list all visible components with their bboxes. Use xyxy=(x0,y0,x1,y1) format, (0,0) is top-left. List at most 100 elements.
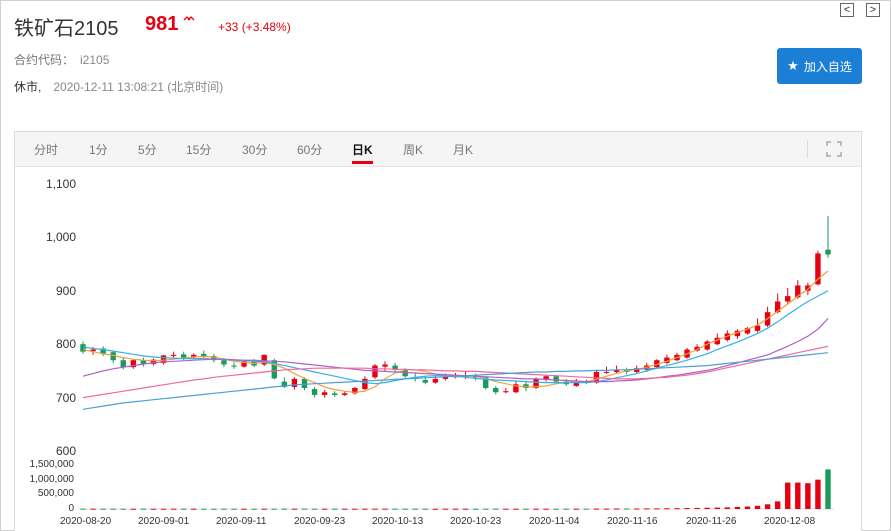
add-favorite-button[interactable]: ★ 加入自选 xyxy=(777,48,862,84)
volume-bar xyxy=(684,508,690,510)
volume-bar xyxy=(241,508,247,510)
contract-code-row: 合约代码： i2105 xyxy=(14,51,109,68)
prev-button[interactable]: < xyxy=(840,3,854,17)
volume-bar xyxy=(825,469,831,509)
candle-body xyxy=(291,378,298,387)
x-tick-label: 2020-09-01 xyxy=(138,516,190,527)
volume-bar xyxy=(321,508,328,510)
candle-body xyxy=(513,384,519,393)
candle-body xyxy=(392,365,398,370)
tab-divider xyxy=(807,140,808,158)
volume-bar xyxy=(442,508,449,510)
tab-1min[interactable]: 1分 xyxy=(89,143,108,157)
candle-body xyxy=(603,371,610,373)
candle-body xyxy=(493,387,499,393)
volume-bar xyxy=(462,508,469,510)
volume-bar xyxy=(90,508,96,510)
volume-bar xyxy=(573,508,580,510)
candle-body xyxy=(211,355,217,361)
candle-body xyxy=(382,364,388,367)
candle-body xyxy=(160,355,167,363)
candle-body xyxy=(120,360,126,368)
volume-bar xyxy=(553,508,559,510)
volume-bar xyxy=(623,508,630,510)
candle-body xyxy=(201,353,207,356)
volume-bar xyxy=(523,508,529,510)
volume-bar xyxy=(724,507,731,509)
tab-30min[interactable]: 30分 xyxy=(242,143,268,157)
volume-bar xyxy=(311,508,318,510)
volume-bar xyxy=(362,508,368,510)
volume-bar xyxy=(563,508,569,510)
price-change: +33 (+3.48%) xyxy=(218,20,291,34)
candle-body xyxy=(774,301,781,313)
tab-5min[interactable]: 5分 xyxy=(138,143,157,157)
x-tick-label: 2020-10-13 xyxy=(372,516,424,527)
contract-code-label: 合约代码： xyxy=(14,53,75,67)
fullscreen-icon[interactable] xyxy=(826,141,842,157)
candle-body xyxy=(321,392,328,395)
volume-bar xyxy=(513,508,519,510)
candle-body xyxy=(744,328,751,334)
candle-body xyxy=(704,341,710,350)
candle-body xyxy=(362,378,368,390)
tab-timeshare[interactable]: 分时 xyxy=(34,143,59,157)
candle-body xyxy=(311,389,318,395)
volume-bar xyxy=(583,508,590,510)
star-icon: ★ xyxy=(787,58,799,73)
volume-bar xyxy=(664,508,670,510)
volume-bar xyxy=(221,508,227,510)
volume-bar xyxy=(191,508,197,510)
candle-body xyxy=(170,354,177,356)
tab-weekly-k[interactable]: 周K xyxy=(403,143,424,157)
volume-bar xyxy=(201,508,207,510)
candle-body xyxy=(533,378,539,388)
volume-bar xyxy=(472,508,479,510)
volume-bar xyxy=(432,508,439,510)
candle-body xyxy=(130,360,137,368)
last-price: 981 xyxy=(145,13,179,35)
tab-monthly-k[interactable]: 月K xyxy=(453,143,474,157)
y-tick-label: 1,000 xyxy=(45,230,76,245)
moving-average-line xyxy=(82,352,829,410)
volume-bar xyxy=(483,508,489,510)
volume-bar xyxy=(493,508,499,510)
candle-body xyxy=(825,249,831,255)
market-status: 休市, xyxy=(14,80,42,94)
volume-bar xyxy=(774,501,781,509)
candle-body xyxy=(714,337,720,345)
tab-60min[interactable]: 60分 xyxy=(297,143,323,157)
candle-body xyxy=(442,376,449,379)
candle-body xyxy=(543,376,549,380)
x-tick-label: 2020-08-20 xyxy=(60,516,112,527)
candle-body xyxy=(553,376,559,382)
volume-bar xyxy=(412,508,418,510)
volume-bar xyxy=(392,508,398,510)
volume-bar xyxy=(694,507,700,509)
candle-body xyxy=(342,393,348,395)
tab-15min[interactable]: 15分 xyxy=(186,143,212,157)
volume-bar xyxy=(452,508,459,510)
volume-bar xyxy=(140,508,147,510)
volume-bar xyxy=(342,508,348,510)
x-tick-label: 2020-11-26 xyxy=(686,516,737,527)
volume-bar xyxy=(714,507,720,509)
y-tick-label: 700 xyxy=(55,390,76,405)
contract-code-value: i2105 xyxy=(80,53,110,67)
candle-body xyxy=(503,391,509,393)
candle-body xyxy=(90,349,96,352)
volume-bar xyxy=(231,508,237,510)
candle-body xyxy=(654,360,660,368)
next-button[interactable]: > xyxy=(866,3,880,17)
candle-body xyxy=(140,360,147,364)
volume-bar xyxy=(281,508,288,510)
timestamp: 2020-12-11 13:08:21 (北京时间) xyxy=(53,80,224,94)
volume-bar xyxy=(754,505,761,509)
volume-bar xyxy=(402,508,408,510)
tab-daily-k[interactable]: 日K xyxy=(352,143,373,164)
candle-body xyxy=(271,360,277,379)
volume-bar xyxy=(160,508,167,510)
instrument-title: 铁矿石2105 xyxy=(14,18,119,40)
candle-body xyxy=(664,357,670,363)
volume-bar xyxy=(382,508,388,510)
